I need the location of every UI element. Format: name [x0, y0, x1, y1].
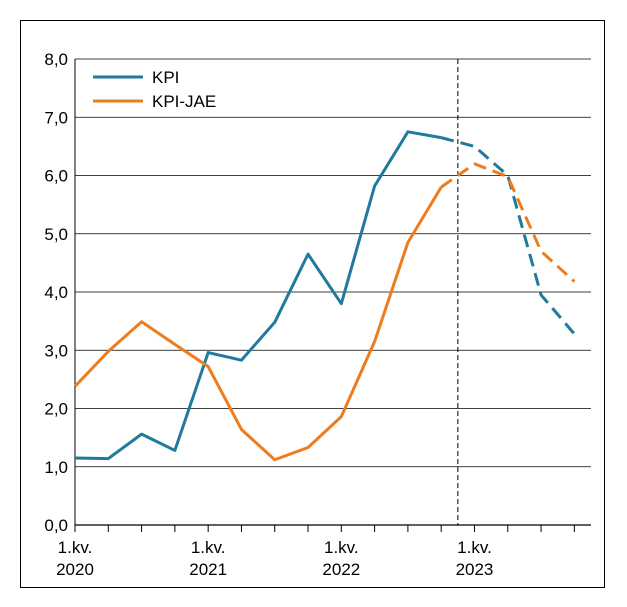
- x-tick-label-quarter: 1.kv.: [324, 538, 359, 557]
- y-tick-label: 7,0: [44, 108, 68, 127]
- y-tick-label: 2,0: [44, 400, 68, 419]
- y-axis-tick-labels: 0,0 1,0 2,0 3,0 4,0 5,0 6,0 7,0 8,0: [44, 50, 68, 535]
- x-tick-label-quarter: 1.kv.: [191, 538, 226, 557]
- y-tick-label: 3,0: [44, 341, 68, 360]
- series-lines: [73, 130, 576, 462]
- y-tick-label: 6,0: [44, 167, 68, 186]
- x-tick-label-year: 2021: [189, 560, 227, 579]
- y-tick-label: 4,0: [44, 283, 68, 302]
- y-tick-label: 1,0: [44, 458, 68, 477]
- x-axis: 1.kv. 2020 1.kv. 2021 1.kv. 2022 1.kv. 2023: [56, 524, 591, 579]
- y-tick-label: 8,0: [44, 50, 68, 69]
- series-forecast-kpi-jae: [440, 162, 576, 283]
- x-tick-label-year: 2020: [56, 560, 94, 579]
- series-line-kpi-jae: [73, 186, 443, 462]
- line-chart: 0,01,02,03,04,05,06,07,08,0 1.kv.20201.k…: [44, 50, 591, 579]
- series-line-kpi: [74, 130, 442, 461]
- x-tick-label-quarter: 1.kv.: [457, 538, 492, 557]
- legend-label: KPI-JAE: [152, 92, 216, 111]
- x-tick-label-year: 2022: [322, 560, 360, 579]
- y-tick-label: 5,0: [44, 225, 68, 244]
- y-tick-label: 0,0: [44, 516, 68, 535]
- chart-frame: 0,0 1,0 2,0 3,0 4,0 5,0 6,0 7,0 8,0 1.kv. 2020 1.k…: [20, 20, 605, 588]
- x-tick-label-quarter: 1.kv.: [58, 538, 93, 557]
- series-forecast-kpi: [440, 136, 576, 335]
- legend-label: KPI: [152, 68, 179, 87]
- x-tick-label-year: 2023: [456, 560, 494, 579]
- legend: KPI KPI-JAE: [93, 68, 216, 111]
